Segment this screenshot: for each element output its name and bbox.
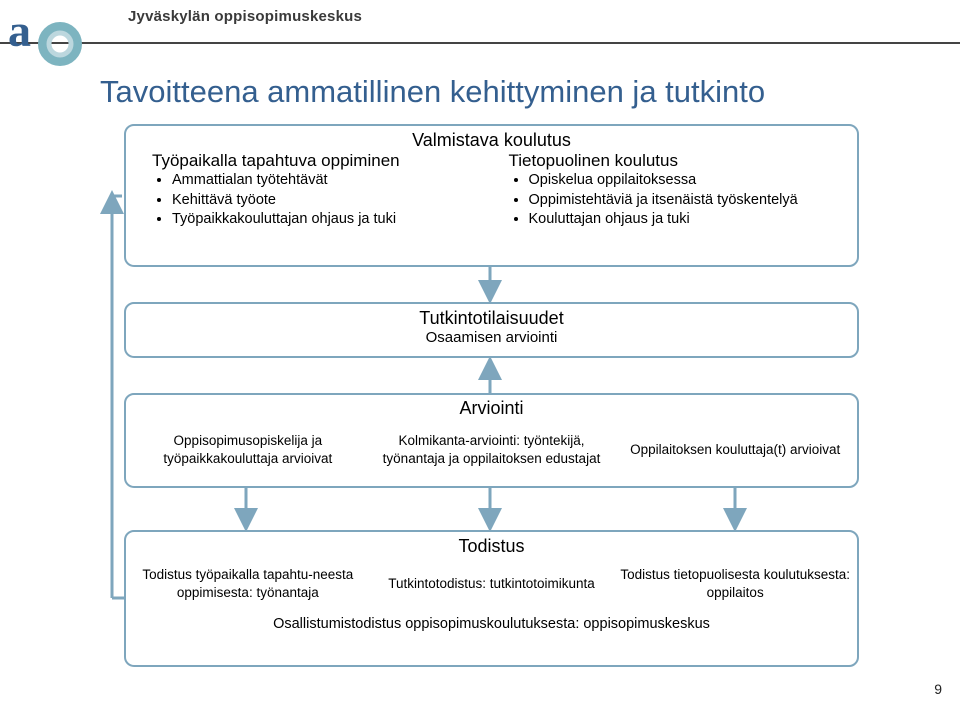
logo-a: a [8, 5, 31, 56]
box-tutkintotilaisuudet: Tutkintotilaisuudet Osaamisen arviointi [124, 302, 859, 358]
list-item: Opiskelua oppilaitoksessa [529, 171, 848, 191]
sec1-left-list: Ammattialan työtehtävät Kehittävä työote… [172, 171, 491, 230]
logo: a [8, 4, 118, 73]
sec3-title: Arviointi [126, 398, 857, 419]
sec2-title: Tutkintotilaisuudet [126, 308, 857, 329]
list-item: Kehittävä työote [172, 191, 491, 211]
box-valmistava: Valmistava koulutus Työpaikalla tapahtuv… [124, 124, 859, 267]
list-item: Ammattialan työtehtävät [172, 171, 491, 191]
org-name: Jyväskylän oppisopimuskeskus [128, 8, 362, 25]
sec3-cell: Oppilaitoksen kouluttaja(t) arvioivat [613, 441, 857, 459]
sec1-left-title: Työpaikalla tapahtuva oppiminen [152, 151, 491, 171]
sec1-right-title: Tietopuolinen koulutus [509, 151, 848, 171]
page-title: Tavoitteena ammatillinen kehittyminen ja… [100, 74, 765, 110]
box-todistus: Todistus Todistus työpaikalla tapahtu-ne… [124, 530, 859, 667]
sec4-cell: Todistus työpaikalla tapahtu-neesta oppi… [126, 566, 370, 601]
sec4-footer: Osallistumistodistus oppisopimuskoulutuk… [126, 615, 857, 634]
sec4-cell: Todistus tietopuolisesta koulutuksesta: … [613, 566, 857, 601]
list-item: Kouluttajan ohjaus ja tuki [529, 210, 848, 230]
sec4-cell: Tutkintotodistus: tutkintotoimikunta [370, 575, 614, 593]
sec1-title: Valmistava koulutus [126, 130, 857, 151]
logo-o-inner [49, 33, 71, 55]
sec3-cell: Oppisopimusopiskelija ja työpaikkakoulut… [126, 432, 370, 467]
sec3-cell: Kolmikanta-arviointi: työntekijä, työnan… [370, 432, 614, 467]
list-item: Työpaikkakouluttajan ohjaus ja tuki [172, 210, 491, 230]
list-item: Oppimistehtäviä ja itsenäistä työskentel… [529, 191, 848, 211]
page-header: a Jyväskylän oppisopimuskeskus [0, 0, 960, 44]
sec1-right-list: Opiskelua oppilaitoksessa Oppimistehtävi… [529, 171, 848, 230]
sec4-title: Todistus [126, 536, 857, 557]
page-number: 9 [934, 681, 942, 697]
box-arviointi: Arviointi Oppisopimusopiskelija ja työpa… [124, 393, 859, 488]
sec2-sub: Osaamisen arviointi [126, 329, 857, 346]
